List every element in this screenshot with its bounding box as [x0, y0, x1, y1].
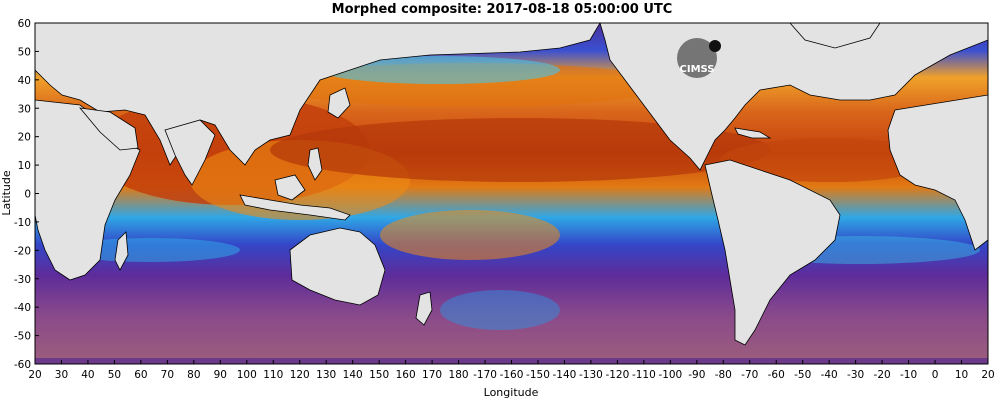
x-tick-label: -160 [500, 369, 524, 381]
x-tick-label: 130 [316, 369, 336, 381]
x-tick-label: -110 [632, 369, 656, 381]
x-tick-label: -30 [847, 369, 864, 381]
x-tick-label: 20 [28, 369, 41, 381]
y-tick-label: 40 [18, 75, 31, 87]
x-tick-label: 100 [237, 369, 257, 381]
x-tick-label: -20 [874, 369, 891, 381]
y-tick-label: -20 [14, 245, 31, 257]
x-tick-label: -70 [741, 369, 758, 381]
australia-land [289, 227, 386, 306]
y-tick-label: 30 [18, 103, 31, 115]
y-tick-label: 50 [18, 46, 31, 58]
logo-dot-icon [709, 40, 721, 52]
x-tick-label: -140 [553, 369, 577, 381]
arabia-land [79, 107, 139, 151]
x-tick-label: 10 [955, 369, 968, 381]
x-tick-label: -130 [579, 369, 603, 381]
x-tick-label: 150 [369, 369, 389, 381]
y-axis-label: Latitude [0, 170, 13, 216]
x-tick-label: 140 [343, 369, 363, 381]
x-tick-label: 90 [214, 369, 227, 381]
x-tick-label: 50 [108, 369, 121, 381]
y-tick-label: -30 [14, 274, 31, 286]
x-tick-label: -100 [658, 369, 682, 381]
x-tick-label: -170 [473, 369, 497, 381]
y-tick-label: 20 [18, 132, 31, 144]
x-axis-label: Longitude [484, 386, 539, 399]
atlantic-itcz-band [720, 138, 940, 182]
cimss-logo: CIMSS [677, 38, 721, 78]
x-tick-label: -150 [526, 369, 550, 381]
x-tick-label: 110 [263, 369, 283, 381]
x-tick-label: -60 [768, 369, 785, 381]
west-africa-land [887, 94, 988, 251]
y-tick-label: -50 [14, 331, 31, 343]
x-tick-label: 60 [134, 369, 147, 381]
y-tick-label: 0 [24, 189, 31, 201]
x-tick-label: -90 [688, 369, 705, 381]
greenland-land [789, 23, 881, 49]
x-tick-label: 180 [449, 369, 469, 381]
x-tick-label: 170 [422, 369, 442, 381]
y-axis-ticks: 60 50 40 30 20 10 0 -10 -20 -30 -40 -50 -60 [14, 18, 39, 371]
x-tick-label: -40 [821, 369, 838, 381]
logo-text: CIMSS [680, 64, 715, 75]
y-tick-label: -60 [14, 359, 31, 371]
y-tick-label: -10 [14, 217, 31, 229]
x-tick-label: 0 [932, 369, 939, 381]
itcz-band [270, 118, 770, 182]
x-tick-label: 70 [161, 369, 174, 381]
south-america-land [704, 159, 841, 346]
x-tick-label: -10 [900, 369, 917, 381]
india-land [164, 119, 216, 186]
south-indian-band [60, 238, 240, 262]
x-axis-ticks: 20 30 40 50 60 70 80 90 100 110 120 130 140 150 160 170… [28, 360, 995, 381]
madagascar-land [114, 231, 129, 271]
south-pacific-tongue [440, 290, 560, 330]
y-tick-label: 60 [18, 18, 31, 30]
caribbean-land [734, 127, 772, 139]
x-tick-label: 80 [187, 369, 200, 381]
map-title: Morphed composite: 2017-08-18 05:00:00 U… [331, 2, 673, 17]
x-tick-label: -50 [794, 369, 811, 381]
x-tick-label: -120 [605, 369, 629, 381]
philippines-land [307, 147, 323, 181]
japan-land [327, 87, 351, 119]
x-tick-label: 20 [981, 369, 994, 381]
south-pacific-convergence [380, 210, 560, 260]
indonesia-land [239, 194, 351, 221]
y-tick-label: 10 [18, 160, 31, 172]
y-tick-label: -40 [14, 302, 31, 314]
north-pacific-mid [320, 56, 560, 84]
x-tick-label: -80 [715, 369, 732, 381]
borneo-land [274, 174, 306, 201]
x-tick-label: 40 [81, 369, 94, 381]
x-tick-label: 160 [396, 369, 416, 381]
x-tick-label: 30 [55, 369, 68, 381]
new-zealand-land [415, 291, 433, 326]
cimss-logo-icon [677, 38, 717, 78]
x-tick-label: 120 [290, 369, 310, 381]
